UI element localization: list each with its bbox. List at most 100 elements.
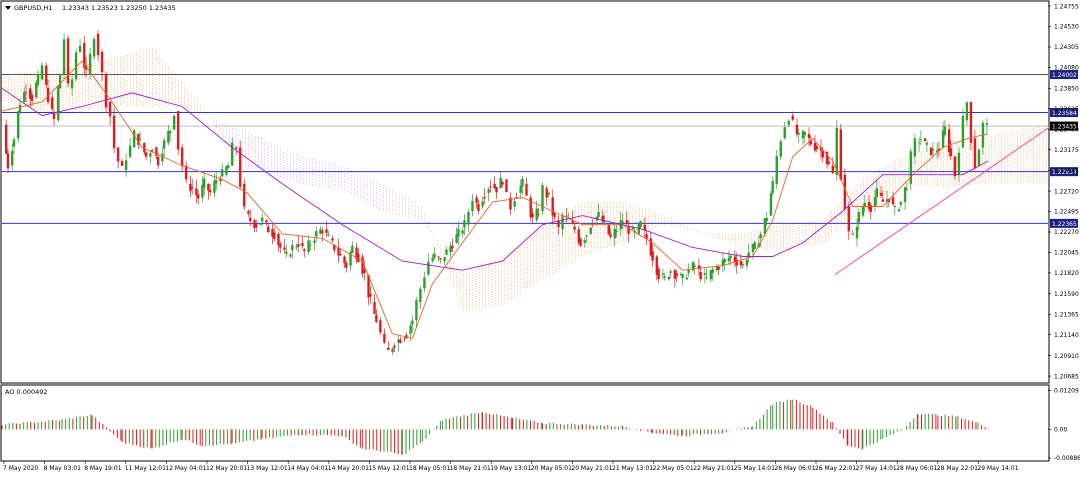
price-tick: 1.23850 bbox=[1048, 86, 1079, 93]
candle bbox=[467, 208, 470, 232]
candle-body bbox=[35, 82, 38, 98]
candle-body bbox=[52, 113, 56, 120]
candle bbox=[367, 274, 370, 306]
candle-body bbox=[679, 273, 683, 275]
candle bbox=[775, 149, 778, 189]
candle bbox=[351, 241, 354, 254]
candle-body bbox=[867, 202, 871, 210]
candle-body bbox=[493, 183, 496, 189]
time-tick: 18 May 05:01 bbox=[409, 461, 450, 472]
candle bbox=[349, 250, 352, 271]
time-tick: 12 May 20:01 bbox=[206, 461, 247, 472]
candle bbox=[265, 219, 268, 226]
candle-body bbox=[17, 111, 20, 139]
candle-body bbox=[104, 74, 108, 108]
time-tick-label: 13 May 12:01 bbox=[247, 465, 288, 472]
candle bbox=[325, 220, 328, 237]
candle bbox=[905, 182, 909, 192]
candle bbox=[759, 231, 762, 247]
candle bbox=[645, 229, 648, 245]
candle-body bbox=[62, 39, 66, 75]
candle-body bbox=[977, 149, 981, 166]
candle-body bbox=[11, 151, 14, 166]
candle bbox=[903, 186, 907, 211]
candle-body bbox=[161, 153, 164, 162]
candle-body bbox=[387, 347, 390, 351]
candle bbox=[537, 207, 540, 218]
candle-body bbox=[409, 325, 412, 334]
candle bbox=[443, 257, 446, 266]
candle-body bbox=[375, 314, 378, 323]
candle bbox=[667, 275, 671, 281]
candle bbox=[463, 214, 466, 236]
candle-body bbox=[825, 152, 829, 165]
candle-body bbox=[937, 148, 941, 151]
price-tick-label: 1.24530 bbox=[1054, 24, 1079, 31]
candle bbox=[923, 138, 927, 142]
candle bbox=[437, 255, 440, 262]
candle-body bbox=[961, 115, 965, 148]
time-tick: 18 May 21:01 bbox=[450, 461, 491, 472]
candle bbox=[893, 203, 897, 216]
candle bbox=[283, 238, 286, 254]
candle-body bbox=[649, 238, 653, 256]
candle-body bbox=[657, 269, 660, 279]
candle-body bbox=[861, 206, 865, 216]
candle-body bbox=[70, 79, 74, 89]
candle-body bbox=[467, 212, 470, 225]
time-tick-label: 22 May 21:01 bbox=[693, 465, 734, 472]
candle-body bbox=[208, 190, 212, 193]
menu-triangle-icon[interactable] bbox=[5, 6, 11, 10]
candle bbox=[721, 253, 725, 273]
current-price-box bbox=[1050, 121, 1078, 131]
candle-body bbox=[721, 260, 725, 266]
candle bbox=[621, 213, 624, 230]
candle-body bbox=[609, 234, 612, 237]
time-tick-label: 8 May 19:01 bbox=[84, 465, 122, 472]
price-tick: 1.24530 bbox=[1048, 24, 1079, 31]
candle-body bbox=[965, 102, 969, 121]
candle bbox=[977, 147, 981, 166]
candle bbox=[176, 110, 180, 156]
candle bbox=[24, 83, 28, 103]
candle-body bbox=[505, 179, 508, 193]
candle bbox=[917, 137, 921, 152]
candle bbox=[333, 244, 336, 254]
candle bbox=[397, 334, 400, 352]
candle-body bbox=[285, 251, 288, 254]
candle-body bbox=[144, 152, 148, 157]
candle bbox=[455, 227, 458, 244]
ao-tick-label: 0.01209 bbox=[1054, 388, 1079, 395]
candle-body bbox=[184, 165, 188, 180]
candle bbox=[815, 144, 818, 153]
candle-body bbox=[253, 220, 256, 228]
candle bbox=[189, 175, 192, 198]
price-tick: 1.22045 bbox=[1048, 250, 1079, 257]
candle-body bbox=[167, 130, 170, 143]
candle-body bbox=[315, 231, 318, 237]
candle-body bbox=[383, 333, 386, 343]
time-tick: 22 May 21:01 bbox=[693, 461, 735, 472]
candle-body bbox=[645, 234, 648, 239]
candle bbox=[795, 118, 799, 138]
candle bbox=[969, 101, 973, 151]
candle-body bbox=[439, 258, 442, 260]
candle bbox=[957, 147, 961, 183]
candle-body bbox=[597, 211, 600, 217]
candle-body bbox=[92, 39, 96, 57]
candle-body bbox=[247, 211, 250, 214]
candle-body bbox=[295, 246, 298, 248]
candle bbox=[92, 36, 96, 60]
candle-body bbox=[289, 254, 292, 257]
candle bbox=[291, 239, 294, 259]
candle-body bbox=[573, 226, 576, 230]
candle-body bbox=[697, 265, 701, 270]
candle bbox=[709, 269, 713, 283]
time-tick-label: 21 May 13:01 bbox=[612, 465, 653, 472]
candle bbox=[247, 209, 250, 217]
price-tick-label: 1.21140 bbox=[1054, 332, 1079, 339]
candle-body bbox=[78, 45, 82, 52]
price-tick-label: 1.22270 bbox=[1054, 229, 1079, 236]
candle-body bbox=[6, 153, 10, 169]
candle bbox=[585, 234, 588, 243]
